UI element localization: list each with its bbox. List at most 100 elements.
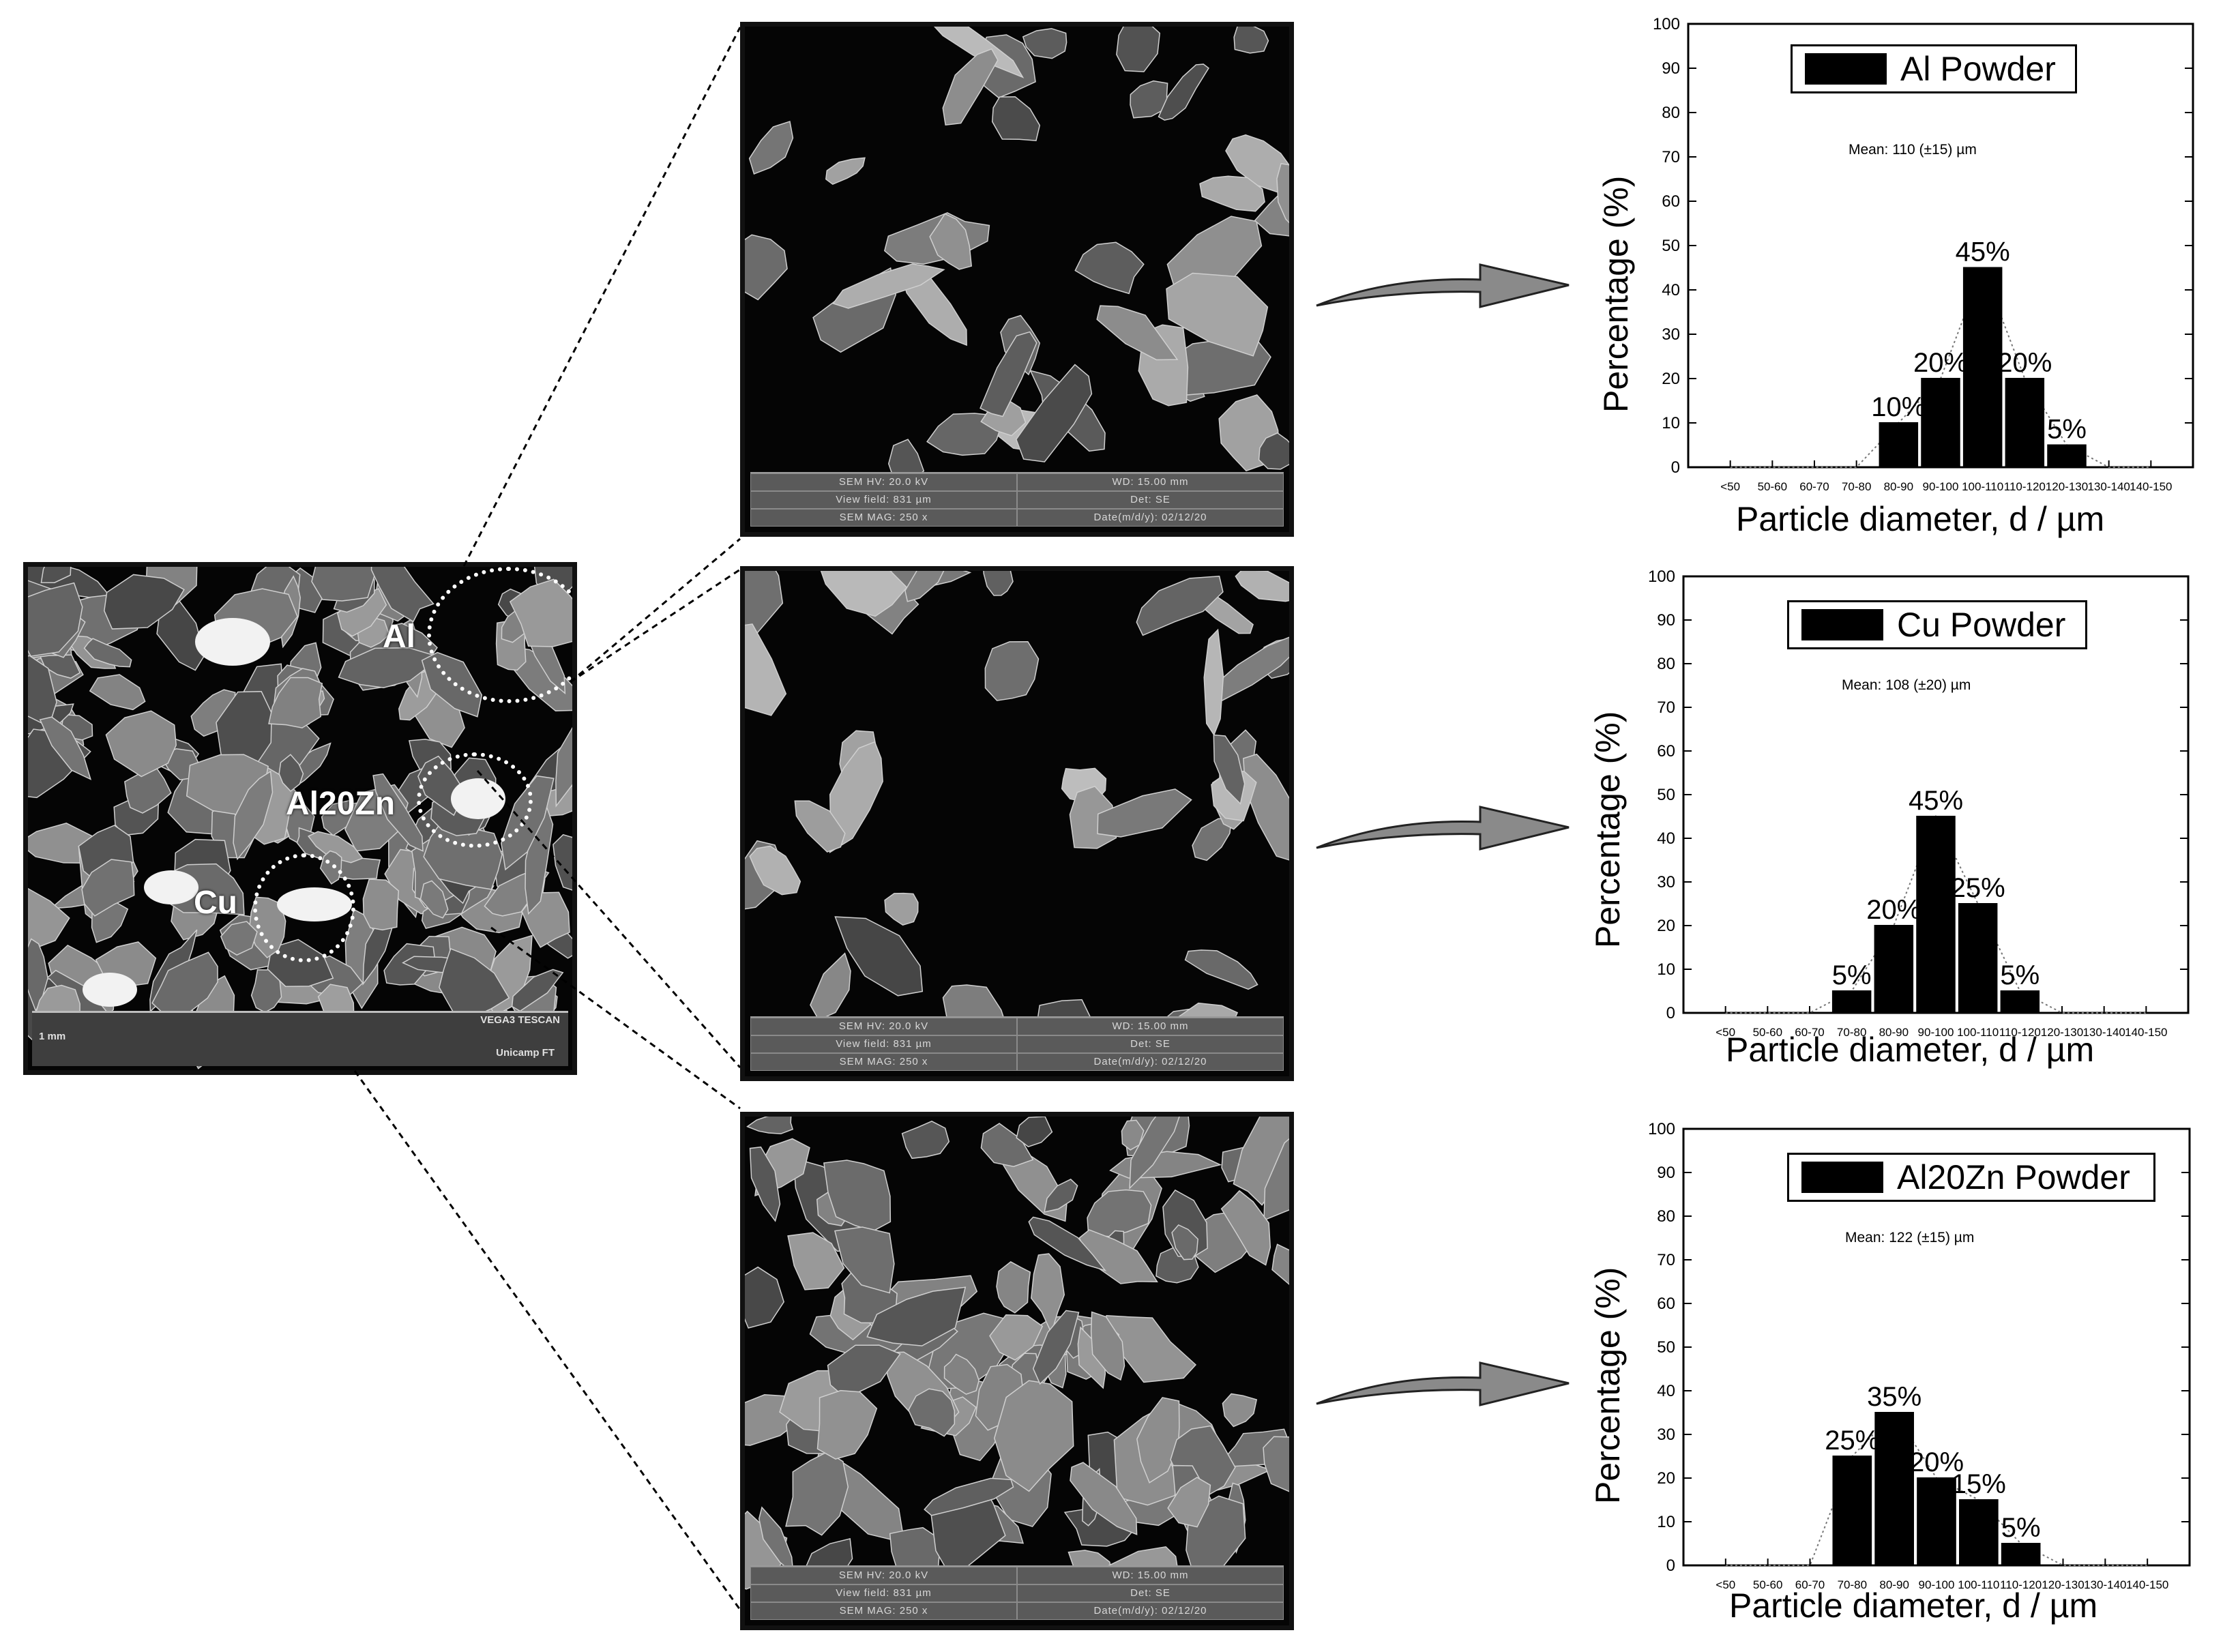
scale-text: 1 mm bbox=[39, 1031, 66, 1042]
particle bbox=[745, 1266, 784, 1329]
x-tick-label: 100-110 bbox=[1957, 1026, 1999, 1039]
bar bbox=[1921, 378, 1960, 468]
particle bbox=[1097, 788, 1192, 838]
x-tick-label: 120-130 bbox=[2042, 1578, 2084, 1591]
region-label-al: Al bbox=[383, 619, 415, 655]
x-tick-label: 50-60 bbox=[1753, 1578, 1782, 1591]
particle bbox=[268, 677, 323, 728]
particle bbox=[810, 952, 851, 1021]
y-tick-label: 20 bbox=[1657, 1469, 1675, 1488]
y-tick-label: 40 bbox=[1662, 281, 1680, 299]
particle bbox=[980, 331, 1037, 417]
particle bbox=[1136, 576, 1224, 636]
bar bbox=[1959, 1499, 1999, 1566]
x-tick-label: 100-110 bbox=[1958, 1578, 1999, 1591]
particle bbox=[1074, 241, 1145, 295]
legend: Al Powder bbox=[1791, 44, 2077, 93]
particle bbox=[28, 703, 74, 741]
x-tick-label: 140-150 bbox=[2130, 480, 2172, 493]
particle bbox=[1099, 1314, 1197, 1383]
particle bbox=[39, 716, 92, 780]
histogram-svg: 0 10 20 30 40 50 60 70 80 90 100 <50 50-60 60-70 70-80… bbox=[1648, 1120, 2191, 1591]
legend: Al20Zn Powder bbox=[1787, 1153, 2155, 1202]
y-tick-label: 100 bbox=[1648, 1120, 1675, 1138]
particle bbox=[1271, 1243, 1289, 1307]
particle bbox=[553, 834, 572, 893]
sem-info-cell: SEM MAG: 250 x bbox=[750, 509, 1017, 527]
particle bbox=[28, 655, 57, 728]
particle bbox=[1158, 63, 1209, 121]
particle bbox=[829, 741, 883, 854]
sem-texture bbox=[745, 27, 1289, 484]
particle bbox=[220, 921, 258, 956]
particle bbox=[834, 916, 924, 997]
particle bbox=[884, 892, 919, 926]
y-tick-label: 50 bbox=[1657, 1338, 1675, 1357]
particle bbox=[991, 96, 1041, 141]
particle bbox=[1031, 1253, 1065, 1335]
bright-particle bbox=[83, 973, 137, 1007]
data-label: 10% bbox=[1871, 392, 1926, 422]
particle bbox=[904, 571, 951, 602]
x-tick-label: 140-150 bbox=[2125, 1026, 2167, 1039]
bar bbox=[1874, 1412, 1914, 1566]
legend: Cu Powder bbox=[1787, 600, 2087, 649]
bar bbox=[1958, 903, 1998, 1014]
legend-label: Al Powder bbox=[1900, 50, 2056, 88]
particle bbox=[1222, 1393, 1258, 1428]
sem-info-cell: SEM MAG: 250 x bbox=[750, 1053, 1017, 1071]
bar bbox=[1874, 925, 1914, 1014]
particle bbox=[104, 574, 185, 630]
particle bbox=[1130, 80, 1168, 119]
x-tick-label: 60-70 bbox=[1799, 480, 1829, 493]
x-tick-label: 60-70 bbox=[1795, 1578, 1825, 1591]
y-tick-label: 70 bbox=[1657, 698, 1675, 717]
particle bbox=[370, 567, 435, 623]
sem-info-bar: SEM HV: 20.0 kV WD: 15.00 mm View field:… bbox=[750, 1565, 1284, 1620]
particle bbox=[1263, 1436, 1289, 1494]
x-axis-label: Particle diameter, d / µm bbox=[1726, 1031, 2095, 1069]
sem-info-cell: Date(m/d/y): 02/12/20 bbox=[1017, 509, 1284, 527]
particle bbox=[1243, 753, 1289, 862]
y-tick-label: 80 bbox=[1662, 104, 1680, 122]
particle bbox=[81, 859, 135, 917]
x-tick-label: <50 bbox=[1720, 480, 1740, 493]
particle bbox=[825, 157, 866, 186]
particle bbox=[1233, 27, 1269, 54]
histogram-al: 0 10 20 30 40 50 60 70 80 90 100 <50 50-60 60-70 70-80… bbox=[1562, 14, 2217, 546]
data-label: 25% bbox=[1825, 1426, 1879, 1456]
y-tick-label: 90 bbox=[1662, 59, 1680, 78]
sem-info-cell: View field: 831 µm bbox=[750, 1584, 1017, 1602]
particle bbox=[984, 641, 1040, 701]
region-al-circle bbox=[427, 567, 572, 703]
bar bbox=[1962, 267, 2003, 468]
y-tick-label: 100 bbox=[1653, 15, 1680, 33]
bright-particle bbox=[144, 870, 198, 904]
y-tick-label: 10 bbox=[1657, 1513, 1675, 1531]
particle bbox=[785, 1451, 849, 1536]
legend-label: Cu Powder bbox=[1897, 606, 2066, 644]
particle bbox=[787, 1232, 845, 1290]
sem-info-cell: WD: 15.00 mm bbox=[1017, 473, 1284, 491]
region-cu-circle bbox=[253, 853, 355, 962]
y-axis-label: Percentage (%) bbox=[1589, 1267, 1627, 1504]
mean-text: Mean: 108 (±20) µm bbox=[1842, 677, 1971, 693]
sem-info-cell: SEM HV: 20.0 kV bbox=[750, 473, 1017, 491]
particle bbox=[745, 571, 784, 634]
particle bbox=[1032, 1310, 1080, 1385]
data-label: 20% bbox=[1997, 348, 2052, 378]
y-tick-label: 60 bbox=[1657, 742, 1675, 761]
y-tick-label: 80 bbox=[1657, 1207, 1675, 1226]
bar bbox=[1917, 1477, 1956, 1566]
y-tick-label: 80 bbox=[1657, 655, 1675, 673]
y-tick-label: 60 bbox=[1662, 192, 1680, 211]
x-tick-label: 90-100 bbox=[1919, 1578, 1955, 1591]
y-tick-label: 30 bbox=[1657, 873, 1675, 891]
bar bbox=[1879, 422, 1919, 468]
x-axis-label: Particle diameter, d / µm bbox=[1729, 1587, 2098, 1625]
data-label: 5% bbox=[2000, 960, 2040, 990]
sem-panel-al20zn: SEM HV: 20.0 kV WD: 15.00 mm View field:… bbox=[740, 1112, 1294, 1630]
particle bbox=[1116, 27, 1161, 72]
x-tick-label: 50-60 bbox=[1758, 480, 1787, 493]
sem-panel-al: SEM HV: 20.0 kV WD: 15.00 mm View field:… bbox=[740, 22, 1294, 537]
